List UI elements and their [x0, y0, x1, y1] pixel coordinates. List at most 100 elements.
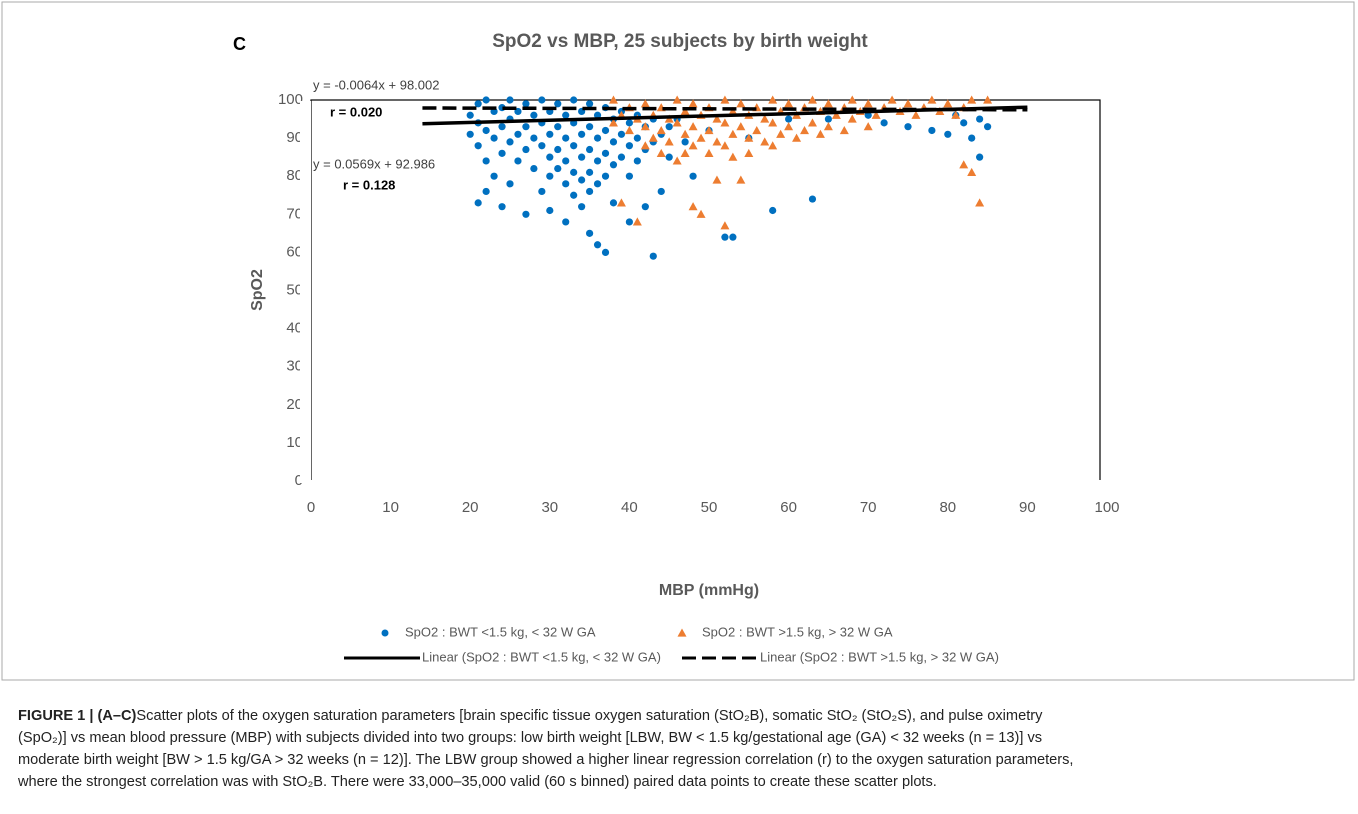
point	[601, 126, 610, 135]
point	[498, 149, 506, 157]
point	[609, 199, 618, 207]
point	[656, 125, 666, 135]
y-tick-label: 20	[286, 396, 303, 413]
legend-marker	[677, 628, 687, 637]
legend-label: SpO2 : BWT <1.5 kg, < 32 W GA	[405, 624, 596, 639]
point	[688, 141, 698, 150]
point	[976, 153, 984, 161]
point	[967, 95, 977, 104]
point	[768, 95, 778, 104]
point	[586, 168, 594, 176]
y-tick-label: 50	[286, 281, 303, 298]
point	[696, 209, 706, 218]
point	[546, 172, 554, 180]
point	[768, 118, 778, 127]
point	[616, 198, 626, 207]
point	[641, 203, 649, 211]
point	[649, 252, 657, 260]
legend-marker	[381, 629, 389, 637]
caption-line: moderate birth weight [BW > 1.5 kg/GA > …	[18, 752, 1073, 768]
caption-label: FIGURE 1 | (A–C)	[18, 708, 137, 724]
point	[776, 129, 786, 138]
point	[530, 134, 538, 142]
point	[538, 142, 546, 150]
point	[785, 115, 793, 123]
point	[984, 123, 992, 131]
point	[570, 96, 578, 104]
point	[680, 129, 690, 138]
point	[482, 96, 490, 104]
legend-label: Linear (SpO2 : BWT >1.5 kg, > 32 W GA)	[760, 649, 999, 664]
point	[911, 110, 921, 119]
point	[466, 130, 474, 138]
x-tick-label: 40	[621, 499, 638, 516]
point	[530, 164, 538, 173]
point	[625, 218, 634, 226]
x-axis-label: MBP (mmHg)	[659, 582, 759, 599]
point	[578, 130, 586, 138]
point	[640, 122, 650, 131]
point	[880, 119, 888, 127]
point	[672, 95, 682, 104]
point	[808, 195, 817, 203]
point	[665, 123, 673, 131]
point	[546, 130, 554, 138]
y-tick-label: 90	[286, 129, 303, 146]
trend-line	[422, 106, 1028, 112]
point	[744, 148, 754, 157]
point	[474, 100, 482, 108]
panel-label: C	[233, 34, 246, 54]
point	[624, 125, 634, 135]
point	[839, 125, 849, 135]
point	[632, 217, 642, 226]
point	[522, 123, 530, 131]
point	[736, 122, 746, 131]
point	[887, 95, 897, 104]
point	[729, 233, 737, 241]
x-tick-label: 100	[1094, 499, 1119, 516]
point	[976, 115, 984, 123]
y-tick-label: 70	[286, 205, 303, 222]
point	[570, 142, 578, 150]
point	[586, 100, 594, 108]
point	[625, 172, 634, 180]
point	[586, 187, 594, 196]
point	[562, 180, 570, 188]
point	[696, 133, 706, 142]
point	[728, 152, 738, 161]
x-tick-label: 0	[307, 499, 315, 516]
point	[625, 142, 634, 150]
caption-line: Scatter plots of the oxygen saturation p…	[136, 708, 1043, 724]
point	[688, 202, 698, 211]
point	[546, 206, 554, 215]
point	[760, 114, 770, 123]
y-tick-label: 80	[286, 167, 303, 184]
point	[506, 96, 514, 104]
point	[720, 221, 730, 230]
point	[688, 99, 698, 108]
figure-frame	[1, 1, 1355, 681]
x-tick-label: 30	[541, 499, 558, 516]
point	[831, 110, 841, 119]
x-tick-label: 20	[462, 499, 479, 516]
y-tick-label: 100	[278, 91, 303, 108]
point	[672, 118, 682, 127]
y-tick-label: 30	[286, 358, 303, 375]
y-tick-label: 10	[286, 434, 303, 451]
point	[578, 153, 586, 161]
point	[720, 95, 730, 104]
point	[975, 198, 985, 207]
point	[769, 206, 777, 215]
point	[736, 99, 746, 108]
point	[522, 145, 530, 154]
legend-label: Linear (SpO2 : BWT <1.5 kg, < 32 W GA)	[422, 649, 661, 664]
point	[665, 153, 673, 161]
point	[466, 111, 474, 119]
point	[648, 133, 658, 142]
point	[586, 123, 594, 131]
point	[823, 99, 833, 108]
point	[672, 156, 682, 165]
point	[593, 111, 602, 119]
point	[784, 99, 794, 108]
point	[490, 134, 498, 142]
